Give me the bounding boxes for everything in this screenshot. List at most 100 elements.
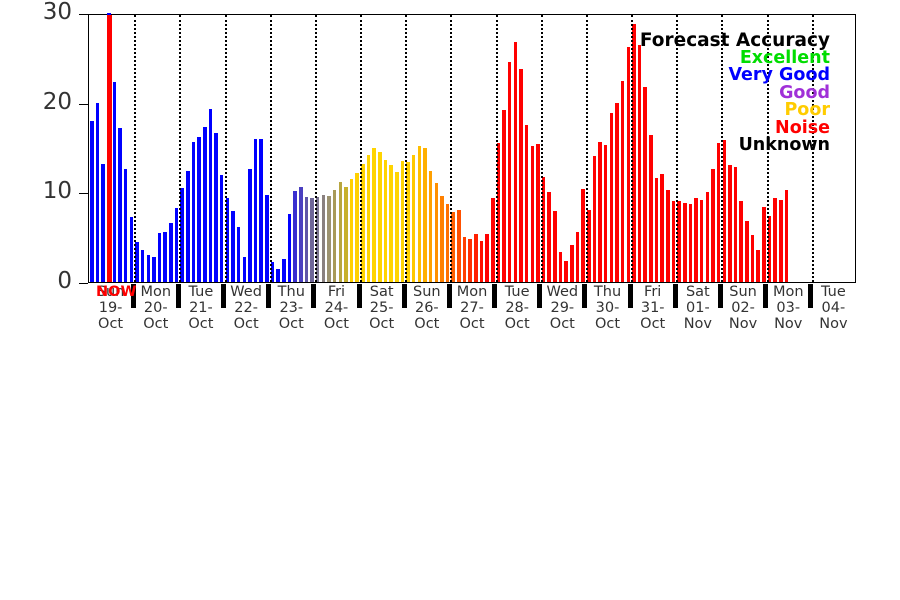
bar — [637, 45, 642, 282]
bar — [219, 175, 224, 282]
bar — [157, 232, 162, 282]
day-date: 24-Oct — [323, 300, 349, 332]
bar — [95, 102, 100, 282]
bar — [406, 161, 410, 282]
day-separator — [766, 15, 769, 282]
bar — [773, 197, 777, 282]
bar — [598, 142, 602, 282]
day-of-week: Sat — [369, 284, 394, 300]
x-axis-day-tick — [266, 284, 272, 308]
day-date: 04-Nov — [819, 300, 848, 332]
bar — [541, 177, 546, 282]
bar — [462, 237, 467, 282]
bar — [180, 187, 184, 282]
day-date: 19-Oct — [98, 300, 124, 332]
bar — [118, 127, 122, 282]
bar — [287, 213, 292, 282]
bar — [203, 126, 207, 282]
bar — [592, 156, 597, 282]
day-separator — [134, 15, 137, 282]
day-date: 31-Oct — [640, 300, 666, 332]
bar — [378, 151, 382, 282]
bar — [90, 120, 94, 282]
day-date: 28-Oct — [504, 300, 530, 332]
bar — [581, 188, 585, 282]
bar — [530, 145, 535, 282]
bar — [259, 139, 263, 282]
day-of-week: Mon — [772, 284, 804, 300]
x-axis-day-tick — [627, 284, 633, 308]
legend: Forecast Accuracy Excellent Very Good Good P… — [640, 32, 830, 155]
day-of-week: Wed — [546, 284, 579, 300]
bar — [711, 169, 715, 282]
day-separator — [676, 15, 679, 282]
bar — [332, 189, 337, 282]
bar — [553, 211, 557, 282]
bar — [214, 133, 218, 282]
bar — [694, 197, 698, 282]
day-of-week: Sun — [413, 284, 441, 300]
bar — [400, 160, 405, 282]
bar — [739, 201, 743, 282]
bar — [485, 234, 489, 282]
bar — [135, 241, 139, 282]
legend-entry: Noise — [775, 117, 830, 138]
x-axis-day-tick — [175, 284, 181, 308]
day-separator — [811, 15, 814, 282]
bar-series — [89, 13, 855, 282]
day-date: 22-Oct — [233, 300, 259, 332]
y-tick — [79, 103, 88, 105]
bar — [502, 109, 506, 282]
legend-entry: Very Good — [728, 65, 830, 85]
day-of-week: Mon — [456, 284, 488, 300]
x-axis-day-label: Tue 04-Nov — [811, 284, 856, 332]
day-date: 25-Oct — [369, 300, 395, 332]
x-axis-day-tick — [763, 284, 769, 308]
bar — [767, 215, 772, 282]
day-separator — [631, 15, 634, 282]
day-date: 23-Oct — [278, 300, 304, 332]
day-date: 27-Oct — [459, 300, 485, 332]
x-axis-day-tick — [221, 284, 227, 308]
bar — [779, 199, 783, 282]
bar — [299, 186, 303, 282]
bar — [536, 143, 540, 282]
day-date: 03-Nov — [774, 300, 803, 332]
bar — [547, 192, 551, 282]
day-separator — [450, 15, 453, 282]
bar — [643, 86, 647, 282]
x-axis-day-tick — [582, 284, 588, 308]
bar — [615, 102, 619, 282]
bar — [231, 211, 235, 282]
bar — [186, 170, 190, 282]
legend-entry: Forecast Accuracy — [639, 30, 830, 51]
bar — [349, 178, 354, 282]
bar — [491, 197, 495, 282]
x-axis-day-tick — [401, 284, 407, 308]
bar — [688, 204, 693, 282]
day-date: 20-Oct — [143, 300, 169, 332]
day-of-week: Fri — [327, 284, 346, 300]
day-separator — [314, 15, 317, 282]
bar — [338, 181, 343, 282]
day-of-week: Tue — [188, 284, 214, 300]
x-axis-day-label: Mon 20-Oct — [133, 284, 178, 332]
bar — [112, 82, 117, 282]
x-axis-day-tick — [808, 284, 814, 308]
legend-entry: Poor — [784, 100, 830, 120]
day-separator — [721, 15, 724, 282]
bar — [603, 144, 608, 282]
bar — [620, 81, 625, 282]
day-separator — [179, 15, 182, 282]
y-tick-label: 20 — [42, 88, 72, 115]
bar — [225, 197, 230, 282]
day-of-week: Thu — [593, 284, 622, 300]
bar — [745, 221, 749, 282]
x-axis-day-label: Mon 03-Nov — [766, 284, 811, 332]
day-of-week: Thu — [277, 284, 305, 300]
day-of-week: Tue — [821, 284, 846, 300]
day-of-week: Sun — [729, 284, 757, 300]
legend-entry: Good — [779, 82, 830, 103]
bar — [208, 108, 213, 282]
bar — [315, 196, 320, 282]
